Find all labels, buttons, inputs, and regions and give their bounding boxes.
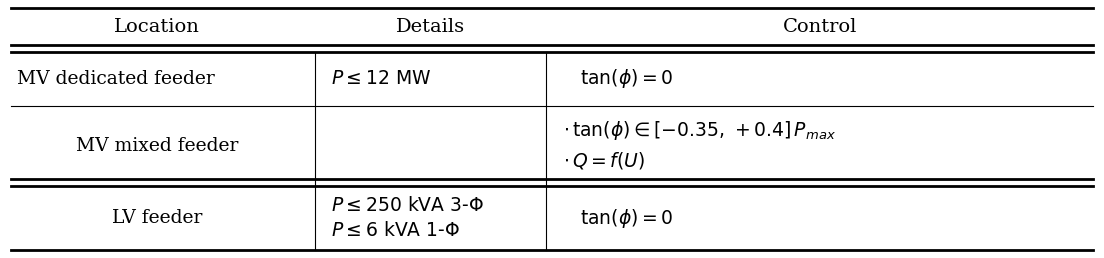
Text: $\tan(\phi) = 0$: $\tan(\phi) = 0$	[580, 67, 673, 90]
Text: MV dedicated feeder: MV dedicated feeder	[17, 70, 214, 88]
Text: Location: Location	[114, 18, 200, 36]
Text: $\cdot\, Q = f(U)$: $\cdot\, Q = f(U)$	[563, 150, 645, 171]
Text: $P \leq 250$ kVA 3-$\Phi$: $P \leq 250$ kVA 3-$\Phi$	[331, 196, 484, 215]
Text: LV feeder: LV feeder	[112, 209, 202, 227]
Text: $P \leq 6$ kVA 1-$\Phi$: $P \leq 6$ kVA 1-$\Phi$	[331, 221, 460, 240]
Text: MV mixed feeder: MV mixed feeder	[75, 137, 238, 155]
Text: $P \leq 12$ MW: $P \leq 12$ MW	[331, 69, 432, 88]
Text: $\cdot\,\tan(\phi) \in [-0.35,\, +0.4]\,P_{max}$: $\cdot\,\tan(\phi) \in [-0.35,\, +0.4]\,…	[563, 119, 836, 142]
Text: $\tan(\phi) = 0$: $\tan(\phi) = 0$	[580, 206, 673, 230]
Text: Details: Details	[396, 18, 465, 36]
Text: Control: Control	[783, 18, 857, 36]
